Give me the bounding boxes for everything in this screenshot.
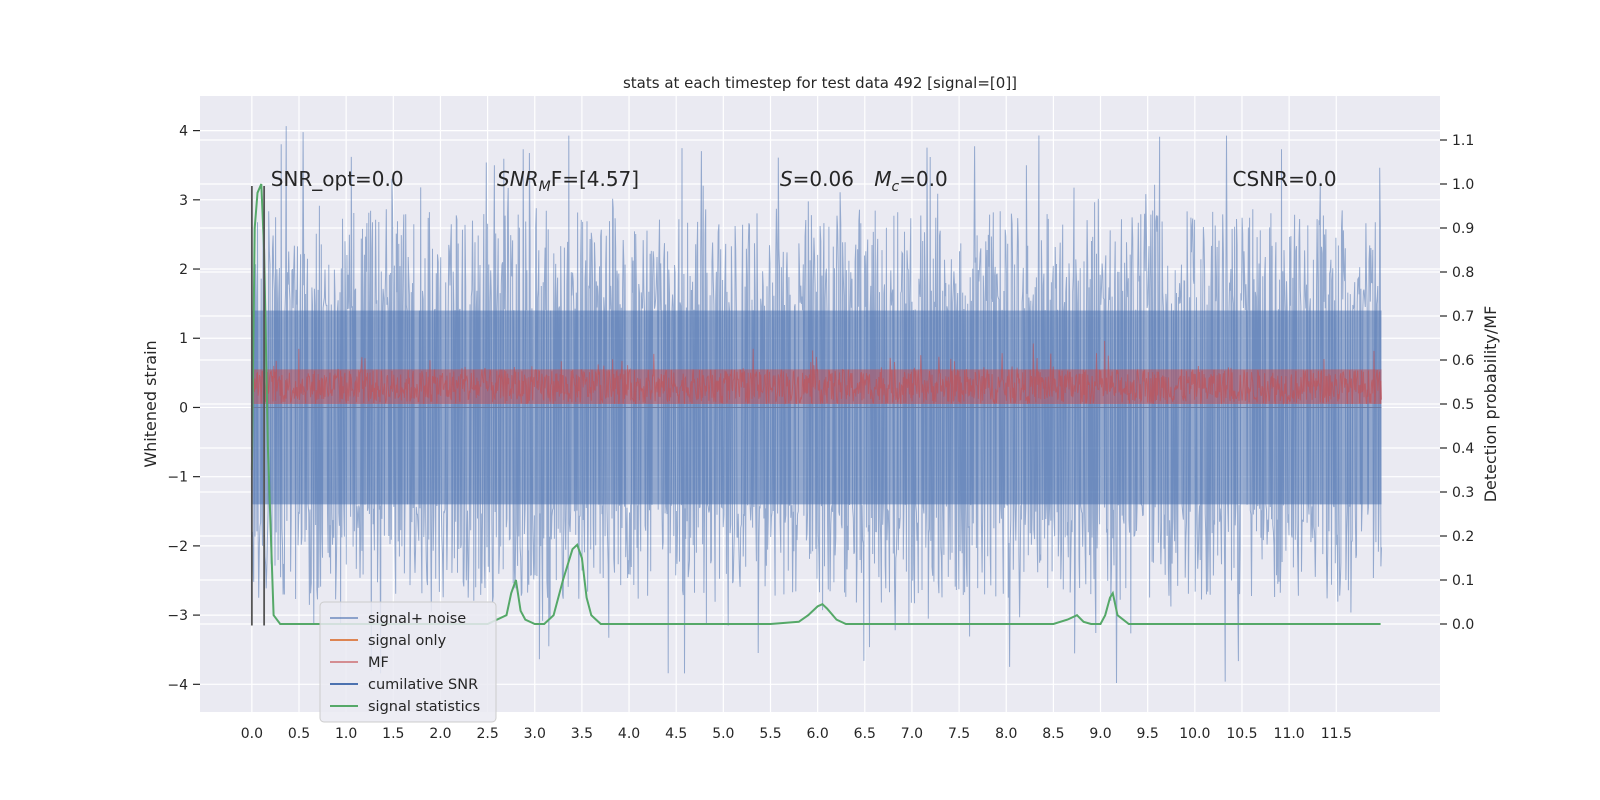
right-tick-label: 0.1 — [1452, 573, 1474, 589]
right-tick-label: 0.8 — [1452, 265, 1474, 281]
x-tick-label: 4.0 — [618, 726, 640, 742]
x-tick-label: 4.5 — [665, 726, 687, 742]
y-tick-label: −1 — [167, 470, 188, 486]
x-tick-label: 1.5 — [382, 726, 404, 742]
y-tick-label: 0 — [179, 400, 188, 416]
right-tick-label: 0.6 — [1452, 353, 1474, 369]
x-axis-ticks: 0.0 0.5 1.0 1.5 2.0 2.5 3.0 3.5 4.0 4.5 5.0 5.5 6.0 6… — [241, 726, 1352, 742]
y-tick-label: 3 — [179, 193, 188, 209]
legend-label: MF — [368, 655, 389, 671]
right-tick-label: 0.4 — [1452, 441, 1474, 457]
legend-box — [319, 601, 497, 723]
x-tick-label: 5.0 — [712, 726, 734, 742]
annotation: SNR_opt=0.0 — [271, 167, 404, 191]
x-tick-label: 8.5 — [1042, 726, 1064, 742]
y-tick-label: 2 — [179, 262, 188, 278]
x-tick-label: 5.5 — [759, 726, 781, 742]
annotation: CSNR=0.0 — [1233, 167, 1337, 191]
series-line — [251, 126, 1382, 684]
series-layer — [250, 126, 1382, 684]
x-tick-label: 0.0 — [241, 726, 263, 742]
x-tick-label: 10.5 — [1226, 726, 1257, 742]
y-tick-label: 4 — [179, 124, 188, 140]
right-tick-label: 0.9 — [1452, 221, 1474, 237]
annotations: SNR_opt=0.0 SNRMF=[4.57] S=0.06 Mc=0.0 CSNR=… — [271, 167, 1337, 195]
x-tick-label: 2.5 — [476, 726, 498, 742]
x-tick-label: 1.0 — [335, 726, 357, 742]
right-tick-label: 0.7 — [1452, 309, 1474, 325]
x-tick-label: 11.0 — [1274, 726, 1305, 742]
right-tick-label: 1.1 — [1452, 133, 1474, 149]
right-tick-label: 0.0 — [1452, 617, 1474, 633]
right-tick-label: 0.5 — [1452, 397, 1474, 413]
y-tick-label: −2 — [167, 539, 188, 555]
series-line — [251, 340, 1382, 405]
x-tick-label: 2.0 — [429, 726, 451, 742]
annotation: S=0.06 — [780, 167, 854, 191]
chart-title: stats at each timestep for test data 492… — [623, 74, 1017, 92]
right-axis-label: Detection probability/MF — [1481, 306, 1500, 503]
right-tick-label: 0.2 — [1452, 529, 1474, 545]
vertical-lines — [250, 185, 266, 626]
legend-label: signal+ noise — [368, 611, 466, 627]
y-axis-ticks: −4 −3 −2 −1 0 1 2 3 4 — [167, 124, 200, 693]
annotation: Mc=0.0 — [874, 167, 948, 195]
y-axis-label: Whitened strain — [141, 340, 160, 467]
y-tick-label: −3 — [167, 608, 188, 624]
x-tick-label: 0.5 — [288, 726, 310, 742]
right-tick-label: 0.3 — [1452, 485, 1474, 501]
legend-label: signal only — [368, 633, 447, 649]
legend: signal+ noise signal only MF cumilative SNR… — [319, 601, 497, 723]
x-tick-label: 6.5 — [854, 726, 876, 742]
y-tick-label: −4 — [167, 677, 188, 693]
x-tick-label: 3.5 — [571, 726, 593, 742]
x-tick-label: 8.0 — [995, 726, 1017, 742]
legend-label: signal statistics — [368, 699, 480, 715]
y-tick-label: 1 — [179, 331, 188, 347]
x-tick-label: 7.5 — [948, 726, 970, 742]
x-tick-label: 10.0 — [1179, 726, 1210, 742]
x-tick-label: 3.0 — [524, 726, 546, 742]
annotation: SNRMF=[4.57] — [497, 167, 639, 195]
x-tick-label: 6.0 — [807, 726, 829, 742]
x-tick-label: 7.0 — [901, 726, 923, 742]
right-axis-ticks: 0.0 0.1 0.2 0.3 0.4 0.5 0.6 0.7 0.8 0.9 1.0 1.1 — [1440, 133, 1474, 633]
x-tick-label: 11.5 — [1321, 726, 1352, 742]
x-tick-label: 9.5 — [1137, 726, 1159, 742]
right-tick-label: 1.0 — [1452, 177, 1474, 193]
x-tick-label: 9.0 — [1089, 726, 1111, 742]
legend-label: cumilative SNR — [368, 677, 478, 693]
